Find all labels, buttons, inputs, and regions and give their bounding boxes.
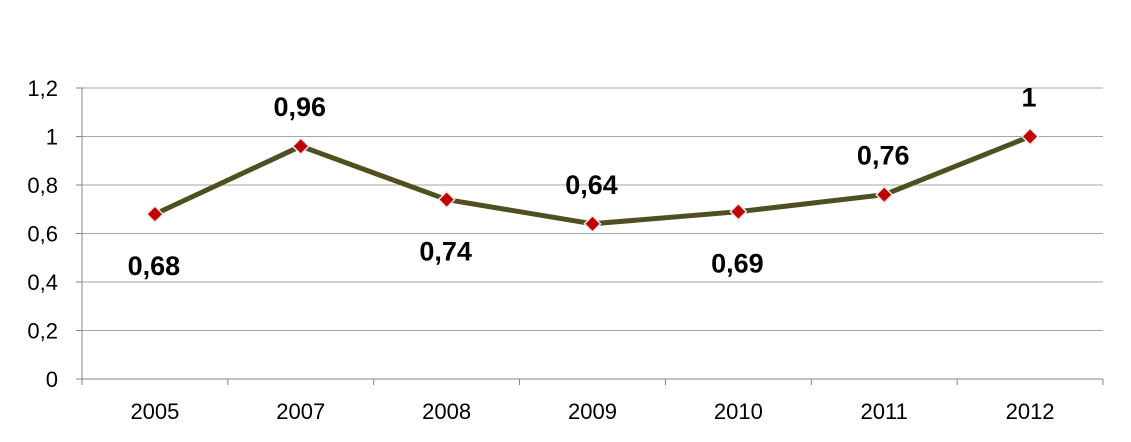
data-point-marker bbox=[729, 202, 748, 221]
y-tick-label: 0 bbox=[46, 367, 58, 392]
data-label: 0,74 bbox=[419, 237, 472, 267]
data-label: 1 bbox=[1022, 83, 1037, 113]
x-tick-label: 2005 bbox=[130, 399, 179, 424]
y-tick-label: 0,4 bbox=[27, 270, 58, 295]
x-tick-label: 2007 bbox=[276, 399, 325, 424]
x-tick-label: 2009 bbox=[568, 399, 617, 424]
data-point-marker bbox=[875, 185, 894, 204]
data-labels: 0,68 0,96 0,74 0,64 0,69 0,76 1 bbox=[128, 83, 1037, 282]
data-label: 0,76 bbox=[857, 141, 910, 171]
data-label: 0,96 bbox=[274, 92, 327, 122]
y-tick-label: 0,6 bbox=[27, 222, 58, 247]
data-label: 0,69 bbox=[711, 249, 764, 279]
x-tick-label: 2010 bbox=[714, 399, 763, 424]
y-tick-label: 1,2 bbox=[27, 76, 58, 101]
data-point-marker bbox=[1021, 127, 1040, 146]
x-tick-label: 2011 bbox=[861, 399, 908, 424]
data-label: 0,64 bbox=[565, 170, 618, 200]
data-point-marker bbox=[583, 214, 602, 233]
series-markers bbox=[145, 127, 1040, 233]
data-point-marker bbox=[291, 137, 310, 156]
x-tick-label: 2008 bbox=[422, 399, 471, 424]
y-tick-label: 0,8 bbox=[27, 173, 58, 198]
y-axis-tick-labels: 0 0,2 0,4 0,6 0,8 1 1,2 bbox=[27, 76, 58, 392]
x-axis-tick-labels: 2005 2007 2008 2009 2010 2011 2012 bbox=[130, 399, 1054, 424]
data-point-marker bbox=[145, 205, 164, 224]
x-tick-label: 2012 bbox=[1006, 399, 1055, 424]
axes bbox=[76, 87, 1104, 385]
gridlines bbox=[82, 87, 1103, 331]
y-tick-label: 0,2 bbox=[27, 319, 58, 344]
data-point-marker bbox=[437, 190, 456, 209]
y-tick-label: 1 bbox=[46, 125, 58, 150]
data-label: 0,68 bbox=[128, 251, 181, 281]
